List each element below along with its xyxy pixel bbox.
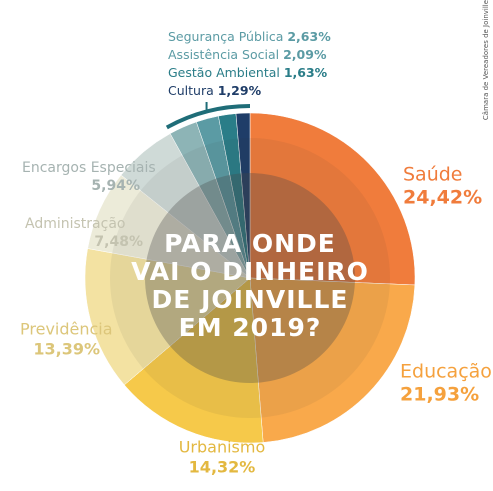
slice-name: Cultura (168, 83, 214, 98)
slice-value: 1,63% (284, 65, 328, 80)
slice-label: Gestão Ambiental 1,63% (168, 65, 328, 80)
slice-name: Assistência Social (168, 47, 279, 62)
slice-value: 2,09% (283, 47, 327, 62)
slice-value: 5,94% (91, 178, 140, 194)
slice-name: Educação (400, 361, 492, 383)
inner-ring (110, 138, 390, 418)
center-disc (145, 173, 355, 383)
slice-label: Assistência Social 2,09% (168, 47, 327, 62)
slice-name: Saúde (403, 164, 463, 186)
slice-name: Gestão Ambiental (168, 65, 280, 80)
slice-name: Previdência (20, 320, 113, 339)
source: Câmara de Vereadores de Joinville (482, 0, 490, 120)
pie-slice (84, 248, 251, 386)
center-title: VAI O DINHEIRO (131, 257, 369, 286)
center-title: PARA ONDE (164, 229, 336, 258)
center-title: EM 2019? (179, 313, 322, 342)
slice-value: 24,42% (403, 187, 482, 209)
slice-value: 14,32% (189, 458, 256, 477)
slice-name: Administração (25, 216, 125, 232)
top-legend-box (158, 22, 346, 102)
pie-slice (249, 112, 416, 286)
slice-value: 1,29% (218, 83, 262, 98)
pie-slice (249, 277, 416, 443)
slice-name: Urbanismo (179, 438, 266, 457)
slice-name: Segurança Pública (168, 29, 283, 44)
pie-slice (235, 112, 251, 279)
slice-value: 21,93% (400, 384, 479, 406)
pie-slice (123, 277, 264, 444)
slice-label: Cultura 1,29% (168, 83, 262, 98)
slice-value: 2,63% (287, 29, 331, 44)
slice-name: Encargos Especiais (22, 160, 156, 176)
bracket (165, 104, 251, 130)
center-title: DE JOINVILLE (152, 285, 349, 314)
slice-value: 13,39% (33, 340, 100, 359)
slice-label: Segurança Pública 2,63% (168, 29, 331, 44)
slice-value: 7,48% (94, 234, 143, 250)
